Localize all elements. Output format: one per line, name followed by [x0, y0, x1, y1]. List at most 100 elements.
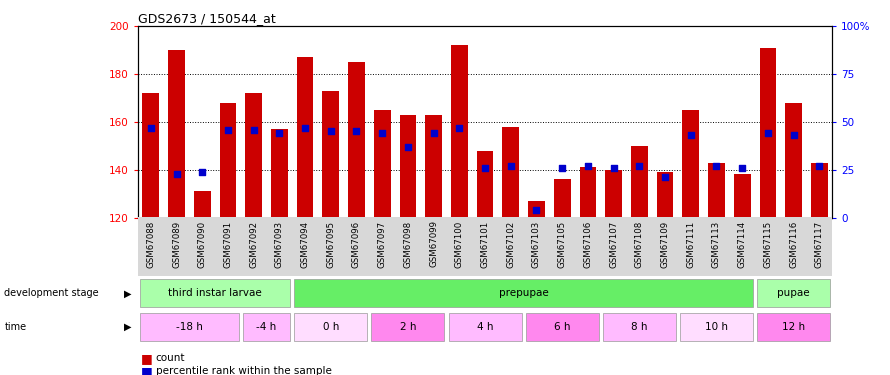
Bar	[295, 279, 753, 308]
Point	[658, 174, 672, 180]
Text: 4 h: 4 h	[477, 322, 493, 332]
Bar	[271, 129, 287, 218]
Point	[555, 165, 570, 171]
Text: time: time	[4, 322, 27, 332]
Point	[400, 144, 415, 150]
Point	[426, 130, 441, 136]
Bar	[811, 162, 828, 218]
Point	[452, 124, 466, 130]
Point	[247, 126, 261, 132]
Text: GSM67097: GSM67097	[377, 220, 387, 267]
Text: 10 h: 10 h	[705, 322, 728, 332]
Text: 12 h: 12 h	[782, 322, 805, 332]
Bar	[374, 110, 391, 218]
Point	[606, 165, 620, 171]
Point	[504, 163, 518, 169]
Text: GSM67088: GSM67088	[146, 220, 156, 268]
Point	[169, 171, 183, 177]
Text: GSM67111: GSM67111	[686, 220, 695, 268]
Text: GSM67115: GSM67115	[764, 220, 773, 268]
Bar	[734, 174, 750, 217]
Text: GSM67105: GSM67105	[558, 220, 567, 268]
Text: count: count	[156, 353, 185, 363]
Text: GSM67114: GSM67114	[738, 220, 747, 268]
Bar	[605, 170, 622, 217]
Bar	[785, 103, 802, 218]
Bar	[348, 62, 365, 217]
Point	[143, 124, 158, 130]
Text: GSM67092: GSM67092	[249, 220, 258, 267]
Text: GSM67106: GSM67106	[583, 220, 593, 268]
Text: percentile rank within the sample: percentile rank within the sample	[156, 366, 332, 375]
Point	[324, 128, 338, 135]
Text: GSM67099: GSM67099	[429, 220, 438, 267]
Bar	[683, 110, 700, 218]
Bar	[194, 191, 211, 217]
Bar	[371, 313, 444, 341]
Text: GSM67102: GSM67102	[506, 220, 515, 268]
Text: GSM67096: GSM67096	[352, 220, 361, 267]
Bar	[296, 57, 313, 217]
Point	[684, 132, 698, 138]
Text: GSM67108: GSM67108	[635, 220, 643, 268]
Text: GSM67100: GSM67100	[455, 220, 464, 268]
Text: ■: ■	[141, 365, 152, 375]
Text: GSM67109: GSM67109	[660, 220, 669, 267]
Bar	[425, 115, 442, 218]
Text: GSM67101: GSM67101	[481, 220, 490, 268]
Point	[478, 165, 492, 171]
Point	[813, 163, 827, 169]
Bar	[657, 172, 674, 217]
Point	[272, 130, 287, 136]
Bar	[708, 162, 724, 218]
Text: ▶: ▶	[125, 322, 132, 332]
Bar	[246, 93, 262, 218]
Bar	[449, 313, 522, 341]
Bar	[503, 127, 519, 218]
Text: GSM67094: GSM67094	[301, 220, 310, 267]
Bar	[526, 313, 599, 341]
Text: GSM67095: GSM67095	[327, 220, 336, 267]
Text: GSM67093: GSM67093	[275, 220, 284, 267]
Bar	[528, 201, 545, 217]
Bar	[680, 313, 753, 341]
Text: ▶: ▶	[125, 288, 132, 298]
Text: GSM67090: GSM67090	[198, 220, 206, 267]
Point	[735, 165, 749, 171]
Bar	[220, 103, 237, 218]
Text: 8 h: 8 h	[631, 322, 648, 332]
Text: prepupae: prepupae	[498, 288, 548, 298]
Bar	[243, 313, 290, 341]
Bar	[295, 313, 368, 341]
Text: GSM67107: GSM67107	[609, 220, 619, 268]
Text: 6 h: 6 h	[554, 322, 570, 332]
Point	[709, 163, 724, 169]
Text: GSM67098: GSM67098	[403, 220, 412, 267]
Bar	[603, 313, 676, 341]
Text: GSM67117: GSM67117	[814, 220, 824, 268]
Bar	[757, 313, 830, 341]
Text: pupae: pupae	[777, 288, 810, 298]
Text: GSM67113: GSM67113	[712, 220, 721, 268]
Point	[375, 130, 389, 136]
Point	[350, 128, 364, 135]
Point	[787, 132, 801, 138]
Point	[632, 163, 646, 169]
Point	[761, 130, 775, 136]
Bar	[759, 48, 776, 217]
Point	[298, 124, 312, 130]
Text: third instar larvae: third instar larvae	[168, 288, 262, 298]
Bar	[579, 167, 596, 217]
Text: GDS2673 / 150544_at: GDS2673 / 150544_at	[138, 12, 276, 25]
Text: GSM67116: GSM67116	[789, 220, 798, 268]
Point	[221, 126, 235, 132]
Text: GSM67089: GSM67089	[172, 220, 181, 267]
Point	[530, 207, 544, 213]
Bar	[322, 91, 339, 218]
Point	[581, 163, 595, 169]
Text: 2 h: 2 h	[400, 322, 417, 332]
Text: -4 h: -4 h	[256, 322, 277, 332]
Bar	[451, 45, 468, 218]
Bar	[140, 313, 239, 341]
Bar	[140, 279, 290, 308]
